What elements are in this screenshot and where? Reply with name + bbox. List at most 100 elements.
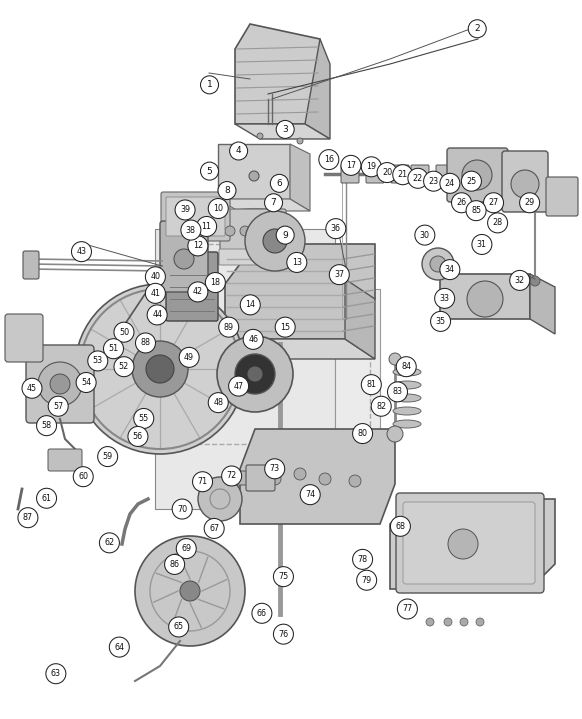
- Text: 47: 47: [233, 382, 244, 390]
- Text: 65: 65: [173, 623, 184, 631]
- Circle shape: [398, 599, 417, 619]
- Circle shape: [422, 248, 454, 280]
- FancyBboxPatch shape: [246, 465, 275, 491]
- Text: 75: 75: [278, 572, 289, 581]
- Polygon shape: [225, 339, 375, 359]
- Circle shape: [426, 618, 434, 626]
- Circle shape: [252, 603, 272, 623]
- FancyBboxPatch shape: [403, 502, 535, 584]
- Text: 72: 72: [226, 472, 237, 480]
- FancyBboxPatch shape: [5, 314, 43, 362]
- Circle shape: [18, 508, 38, 528]
- Text: 79: 79: [361, 576, 372, 585]
- Text: 52: 52: [119, 362, 129, 371]
- Ellipse shape: [393, 407, 421, 415]
- Circle shape: [75, 284, 245, 454]
- Circle shape: [114, 357, 134, 377]
- Text: 30: 30: [420, 231, 430, 239]
- Circle shape: [219, 317, 239, 337]
- Ellipse shape: [393, 381, 421, 389]
- Circle shape: [391, 516, 410, 536]
- Text: 28: 28: [492, 219, 503, 227]
- Circle shape: [435, 288, 455, 308]
- Circle shape: [326, 219, 346, 239]
- Circle shape: [179, 347, 199, 367]
- Text: 40: 40: [150, 273, 161, 281]
- Circle shape: [287, 252, 307, 273]
- Polygon shape: [235, 24, 320, 124]
- Circle shape: [135, 536, 245, 646]
- Polygon shape: [335, 289, 380, 459]
- Circle shape: [361, 375, 381, 395]
- Text: 38: 38: [186, 226, 196, 234]
- Circle shape: [424, 171, 443, 191]
- Text: 57: 57: [53, 402, 63, 411]
- Text: 77: 77: [402, 605, 413, 613]
- Text: 88: 88: [140, 339, 151, 347]
- FancyBboxPatch shape: [366, 165, 384, 183]
- Polygon shape: [290, 144, 310, 211]
- Circle shape: [396, 357, 416, 377]
- Text: 8: 8: [224, 186, 230, 195]
- Ellipse shape: [393, 368, 421, 376]
- Circle shape: [88, 351, 108, 371]
- Circle shape: [349, 475, 361, 487]
- Text: 5: 5: [207, 167, 212, 175]
- Circle shape: [235, 354, 275, 394]
- Text: 21: 21: [398, 170, 408, 179]
- FancyBboxPatch shape: [48, 449, 82, 471]
- Circle shape: [217, 336, 293, 412]
- Circle shape: [208, 198, 228, 219]
- Circle shape: [188, 282, 208, 302]
- Text: 43: 43: [76, 247, 87, 256]
- Text: 3: 3: [282, 125, 288, 134]
- Text: 62: 62: [104, 539, 115, 547]
- Text: 51: 51: [108, 344, 119, 353]
- Circle shape: [146, 283, 165, 303]
- Circle shape: [176, 539, 196, 559]
- Circle shape: [172, 499, 192, 519]
- Circle shape: [193, 472, 212, 492]
- Circle shape: [247, 366, 263, 382]
- Circle shape: [245, 211, 305, 271]
- Text: 16: 16: [324, 155, 334, 164]
- Text: 37: 37: [334, 270, 345, 279]
- Circle shape: [37, 488, 56, 508]
- Circle shape: [146, 267, 165, 287]
- Text: 24: 24: [445, 179, 455, 188]
- FancyBboxPatch shape: [546, 177, 578, 216]
- Circle shape: [76, 372, 96, 393]
- Text: 29: 29: [524, 198, 535, 207]
- Text: 50: 50: [119, 328, 129, 336]
- Circle shape: [389, 353, 401, 365]
- Circle shape: [201, 75, 218, 94]
- Polygon shape: [345, 279, 375, 359]
- Circle shape: [297, 138, 303, 144]
- Circle shape: [408, 168, 428, 188]
- Text: 81: 81: [366, 380, 377, 389]
- Text: 70: 70: [177, 505, 187, 513]
- Circle shape: [132, 341, 188, 397]
- Text: 82: 82: [376, 402, 386, 411]
- Ellipse shape: [225, 217, 285, 229]
- Circle shape: [469, 19, 486, 38]
- Text: 17: 17: [346, 161, 356, 170]
- Text: 71: 71: [197, 477, 208, 486]
- Polygon shape: [305, 39, 330, 139]
- Circle shape: [181, 220, 201, 240]
- Circle shape: [249, 171, 259, 181]
- Circle shape: [353, 423, 372, 444]
- Text: 74: 74: [305, 490, 315, 499]
- FancyBboxPatch shape: [166, 252, 218, 321]
- Circle shape: [114, 322, 134, 342]
- Circle shape: [274, 624, 293, 644]
- FancyBboxPatch shape: [160, 221, 208, 292]
- Text: 61: 61: [41, 494, 52, 503]
- Circle shape: [72, 242, 91, 262]
- Circle shape: [353, 549, 372, 569]
- Circle shape: [329, 265, 349, 285]
- Polygon shape: [440, 274, 530, 319]
- FancyBboxPatch shape: [411, 165, 429, 183]
- Circle shape: [188, 236, 208, 256]
- Text: 39: 39: [180, 206, 190, 214]
